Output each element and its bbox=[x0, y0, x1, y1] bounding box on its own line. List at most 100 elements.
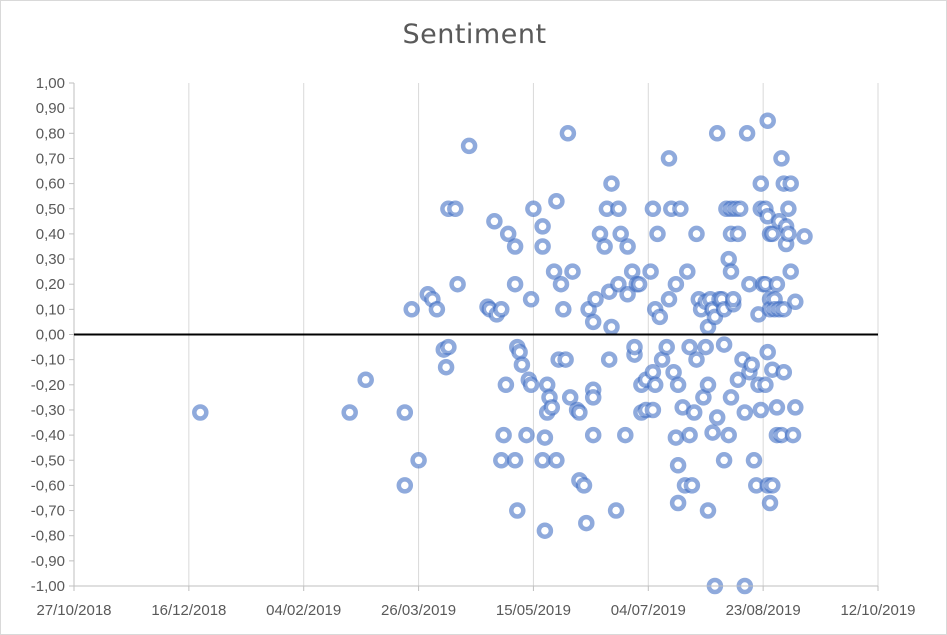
data-point bbox=[672, 200, 689, 218]
data-point bbox=[538, 376, 556, 394]
data-point bbox=[708, 409, 726, 426]
data-point bbox=[536, 522, 554, 539]
data-point bbox=[731, 200, 749, 218]
y-tick-label: 0,60 bbox=[36, 176, 65, 193]
y-tick-label: -0,20 bbox=[31, 377, 65, 394]
data-point bbox=[506, 238, 524, 255]
data-point bbox=[681, 338, 698, 356]
data-point bbox=[722, 263, 740, 280]
data-point bbox=[591, 225, 609, 243]
data-point bbox=[722, 389, 740, 406]
data-points bbox=[192, 112, 813, 595]
data-point bbox=[603, 318, 620, 336]
x-tick-label: 16/12/2018 bbox=[151, 602, 226, 619]
data-point bbox=[596, 238, 613, 255]
y-tick-label: 0,50 bbox=[36, 201, 65, 218]
y-tick-label: 0,90 bbox=[36, 100, 65, 117]
y-tick-label: 0,70 bbox=[36, 150, 65, 167]
x-tick-label: 27/10/2018 bbox=[36, 602, 111, 619]
x-axis-ticks: 27/10/2018 16/12/2018 04/02/2019 26/03/2019… bbox=[36, 586, 916, 619]
x-tick-label: 26/03/2019 bbox=[381, 602, 456, 619]
data-point bbox=[447, 200, 464, 218]
data-point bbox=[341, 404, 358, 421]
data-point bbox=[440, 338, 457, 356]
data-point bbox=[548, 192, 565, 210]
data-point bbox=[584, 426, 602, 444]
data-point bbox=[534, 238, 551, 255]
data-point bbox=[681, 426, 698, 444]
data-point bbox=[796, 228, 813, 245]
data-point bbox=[688, 225, 705, 243]
data-point bbox=[617, 426, 634, 444]
x-tick-label: 15/05/2019 bbox=[496, 602, 571, 619]
data-point bbox=[752, 175, 770, 192]
data-point bbox=[715, 452, 733, 469]
data-point bbox=[644, 401, 662, 419]
data-point bbox=[780, 225, 797, 243]
data-point bbox=[192, 404, 209, 421]
data-point bbox=[557, 351, 574, 368]
data-point bbox=[495, 426, 512, 444]
y-tick-label: -0,90 bbox=[31, 553, 65, 570]
data-point bbox=[649, 225, 666, 243]
data-point bbox=[619, 238, 636, 255]
data-point bbox=[745, 452, 763, 469]
x-tick-label: 23/08/2019 bbox=[726, 602, 801, 619]
data-point bbox=[493, 301, 510, 318]
data-point bbox=[775, 301, 793, 318]
data-point bbox=[720, 250, 737, 268]
data-point bbox=[775, 363, 793, 381]
data-point bbox=[612, 225, 629, 243]
data-point bbox=[761, 494, 779, 512]
y-tick-label: -0,60 bbox=[31, 477, 65, 494]
data-point bbox=[522, 291, 540, 308]
data-point bbox=[651, 308, 669, 326]
y-tick-label: 0,20 bbox=[36, 276, 65, 293]
data-point bbox=[780, 200, 797, 218]
data-point bbox=[428, 301, 446, 318]
data-point bbox=[644, 363, 662, 381]
data-point bbox=[610, 200, 627, 218]
data-point bbox=[603, 175, 620, 192]
data-point bbox=[741, 275, 758, 293]
data-point bbox=[720, 426, 737, 444]
y-tick-label: 0,10 bbox=[36, 301, 65, 318]
data-point bbox=[768, 399, 786, 416]
y-tick-label: -0,30 bbox=[31, 402, 65, 419]
data-point bbox=[584, 389, 602, 406]
data-point bbox=[571, 404, 588, 421]
data-point bbox=[506, 275, 524, 293]
data-point bbox=[658, 338, 675, 356]
data-point bbox=[743, 356, 760, 373]
data-point bbox=[697, 338, 714, 356]
data-point bbox=[513, 356, 531, 373]
data-point bbox=[536, 429, 554, 446]
data-point bbox=[525, 200, 542, 218]
data-point bbox=[699, 502, 717, 519]
data-point bbox=[752, 401, 770, 419]
data-point bbox=[642, 263, 659, 280]
y-tick-label: -0,50 bbox=[31, 452, 65, 469]
data-point bbox=[667, 275, 685, 293]
data-point bbox=[578, 514, 595, 532]
data-point bbox=[518, 426, 535, 444]
data-point bbox=[787, 293, 804, 311]
data-point bbox=[509, 502, 526, 519]
data-point bbox=[559, 125, 577, 142]
data-point bbox=[534, 218, 551, 235]
data-point bbox=[522, 376, 540, 394]
data-point bbox=[437, 358, 455, 376]
axes bbox=[73, 83, 878, 587]
data-point bbox=[757, 376, 774, 394]
data-point bbox=[669, 494, 687, 512]
data-point bbox=[610, 275, 627, 293]
data-point bbox=[486, 213, 503, 230]
data-point bbox=[704, 424, 721, 441]
data-point bbox=[759, 343, 776, 361]
y-tick-label: 0,30 bbox=[36, 251, 65, 268]
data-point bbox=[600, 351, 618, 368]
data-point bbox=[396, 404, 414, 421]
data-point bbox=[626, 338, 643, 356]
data-point bbox=[736, 404, 754, 421]
